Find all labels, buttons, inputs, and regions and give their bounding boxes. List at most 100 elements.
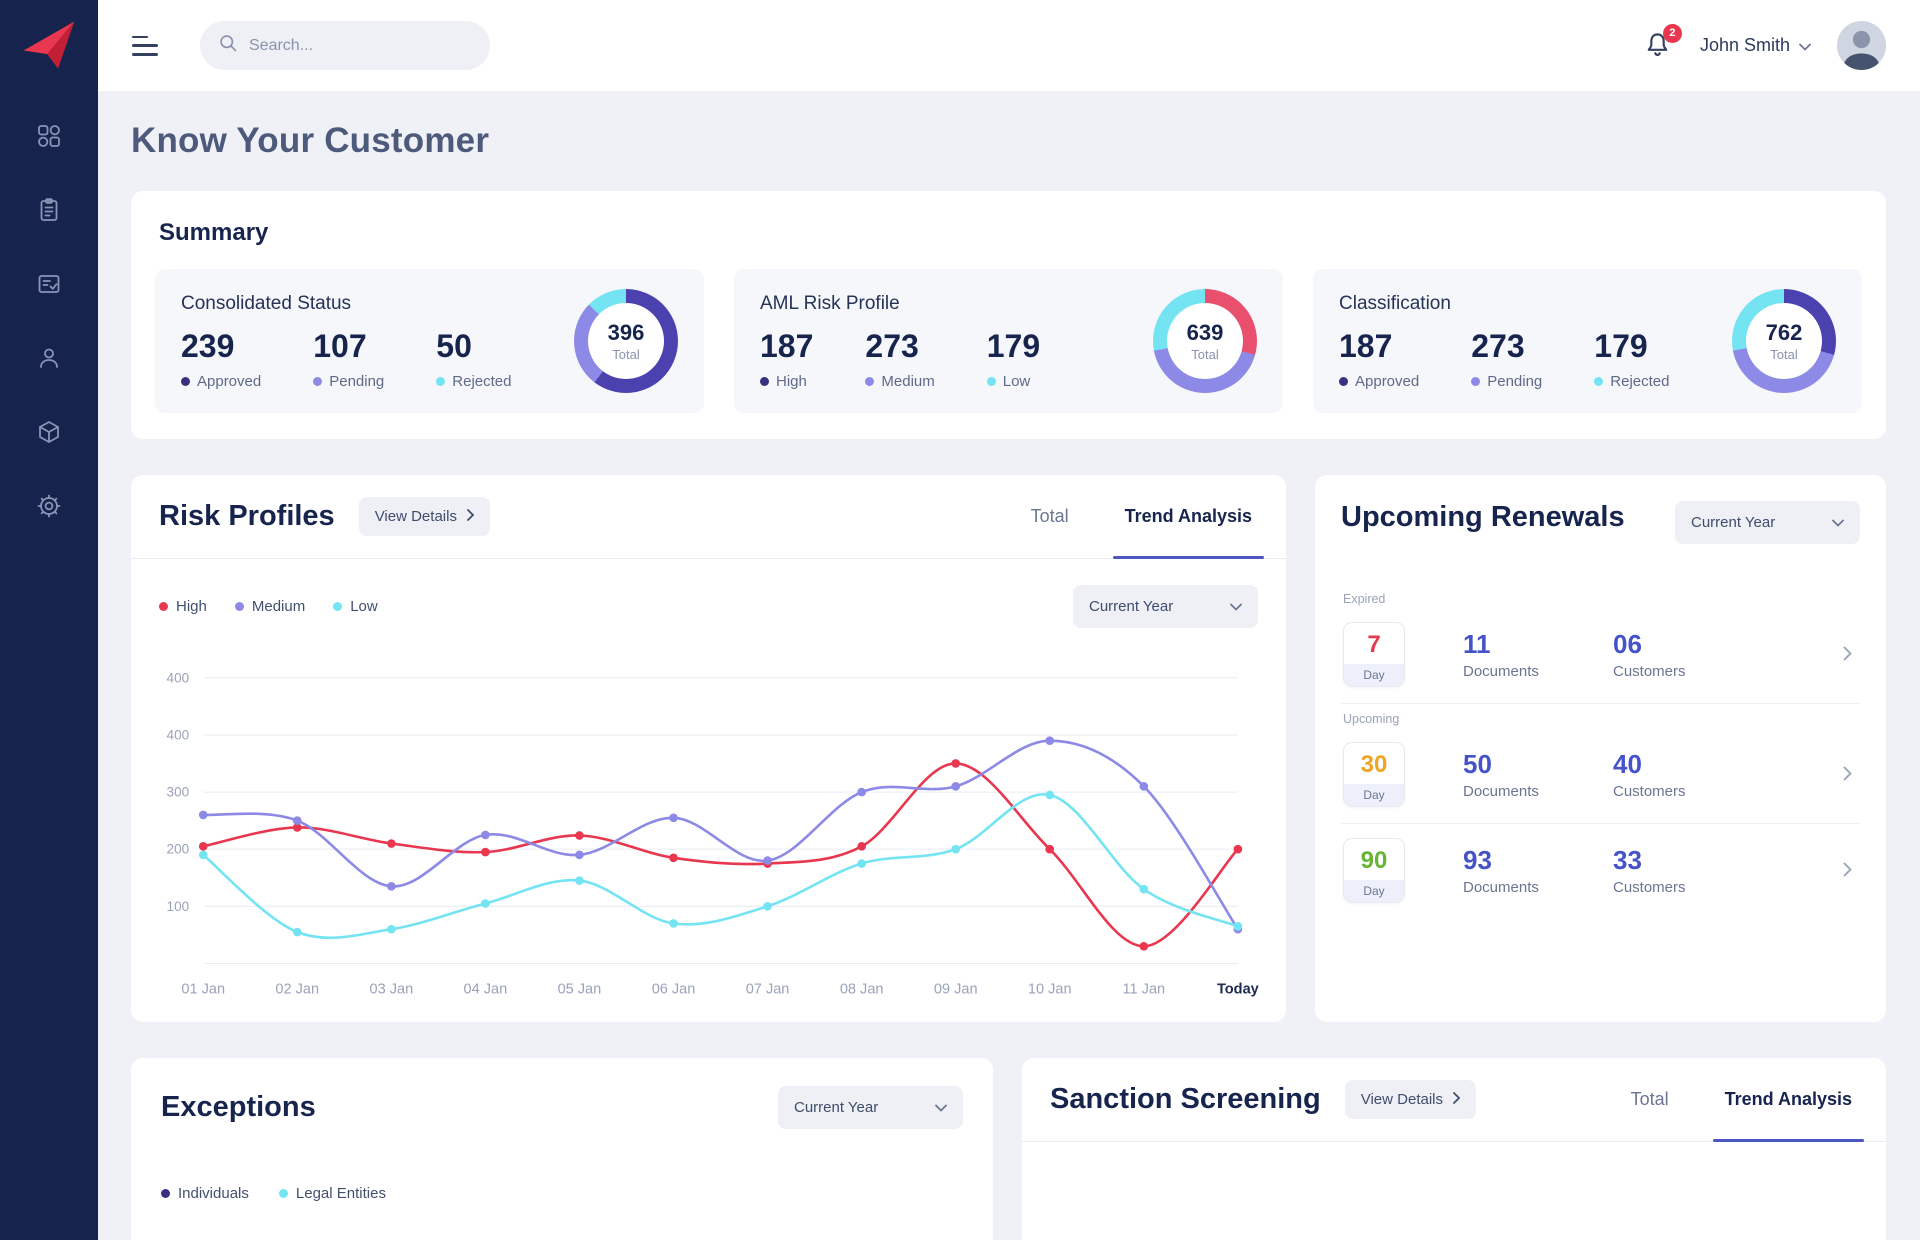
chevron-right-icon [467, 508, 475, 525]
subcard-title: Classification [1339, 292, 1451, 314]
topbar: 2 John Smith [98, 0, 1920, 91]
svg-text:02 Jan: 02 Jan [275, 982, 319, 998]
summary-row: Consolidated Status 239 Approved 107 Pen… [155, 269, 1862, 413]
chevron-down-icon [1799, 35, 1811, 56]
exceptions-legend: Individuals Legal Entities [161, 1185, 963, 1202]
customers-stat: 06 Customers [1613, 629, 1686, 680]
dashboard-icon [37, 124, 61, 153]
summary-card: Summary Consolidated Status 239 Approved… [131, 191, 1886, 439]
user-menu[interactable]: John Smith [1700, 35, 1811, 56]
app-logo[interactable] [16, 12, 82, 78]
subcard-title: Consolidated Status [181, 292, 352, 314]
svg-text:09 Jan: 09 Jan [934, 982, 978, 998]
status-dot [865, 376, 875, 386]
sidebar-item-customers[interactable] [35, 346, 63, 374]
logo-shape [23, 21, 75, 55]
svg-text:04 Jan: 04 Jan [464, 982, 508, 998]
reports-icon [37, 272, 61, 301]
status-dot [313, 376, 323, 386]
svg-text:200: 200 [167, 842, 190, 857]
status-dot [760, 376, 769, 386]
consolidated-status-card: Consolidated Status 239 Approved 107 Pen… [155, 269, 704, 413]
svg-text:03 Jan: 03 Jan [370, 982, 414, 998]
renewals-year-select[interactable]: Current Year [1675, 501, 1860, 544]
summary-heading: Summary [159, 219, 269, 246]
sanction-view-details-button[interactable]: View Details [1344, 1079, 1476, 1119]
svg-text:100: 100 [167, 899, 190, 914]
risk-profiles-card: Risk Profiles View Details Total Trend A… [131, 475, 1286, 1022]
renewal-row: 30 Day 50 Documents 40 Customers [1341, 734, 1860, 821]
stat-high: 187 High [760, 327, 814, 390]
legend-dot-low [333, 602, 343, 611]
settings-icon [37, 494, 61, 523]
sidebar-item-dashboard[interactable] [35, 124, 63, 152]
tab-trend-analysis[interactable]: Trend Analysis [1112, 475, 1265, 559]
svg-text:Today: Today [1217, 982, 1260, 998]
svg-text:10 Jan: 10 Jan [1028, 982, 1072, 998]
stat-low: 179 Low [986, 327, 1041, 390]
svg-text:07 Jan: 07 Jan [746, 982, 790, 998]
status-dot [1471, 376, 1481, 386]
sidebar-nav [35, 124, 63, 522]
legend-dot-individuals [161, 1188, 170, 1198]
notifications-button[interactable]: 2 [1642, 23, 1682, 62]
renewals-section-upcoming: Upcoming [1343, 712, 1400, 726]
documents-stat: 50 Documents [1463, 749, 1539, 800]
exceptions-title: Exceptions [161, 1090, 316, 1123]
svg-text:08 Jan: 08 Jan [840, 982, 884, 998]
stat-pending: 107 Pending [313, 327, 385, 390]
legend-individuals: Individuals [161, 1185, 249, 1202]
renewal-row-chevron[interactable] [1837, 856, 1858, 886]
svg-text:11 Jan: 11 Jan [1123, 982, 1166, 998]
renewal-row-chevron[interactable] [1837, 640, 1858, 670]
page-title: Know Your Customer [131, 121, 490, 160]
renewal-row-chevron[interactable] [1837, 760, 1858, 790]
avatar[interactable] [1837, 21, 1886, 70]
renewals-section-expired: Expired [1343, 592, 1386, 606]
sidebar-item-tasks[interactable] [35, 197, 63, 226]
aml-risk-profile-card: AML Risk Profile 187 High 273 Medium 179 [734, 269, 1283, 413]
consolidated-status-donut: 396 Total [574, 289, 678, 393]
subcard-title: AML Risk Profile [760, 292, 900, 314]
legend-medium: Medium [234, 598, 305, 615]
menu-toggle-button[interactable] [132, 35, 160, 56]
chevron-right-icon [1453, 1091, 1461, 1108]
status-dot [986, 376, 996, 386]
stat-rejected: 179 Rejected [1594, 327, 1670, 390]
exceptions-year-select[interactable]: Current Year [778, 1085, 963, 1129]
risk-year-select[interactable]: Current Year [1073, 585, 1258, 628]
classification-donut: 762 Total [1732, 289, 1836, 393]
tab-total[interactable]: Total [1625, 1058, 1675, 1141]
svg-text:05 Jan: 05 Jan [558, 982, 602, 998]
risk-trend-chart: 400 400 300 200 100 01 Jan 02 Jan 03 Jan 04 Jan 0… [167, 670, 1260, 998]
legend-low: Low [333, 598, 378, 615]
search-box [200, 21, 490, 70]
user-name: John Smith [1699, 35, 1790, 55]
status-dot [1594, 376, 1604, 386]
sidebar-item-products[interactable] [35, 420, 63, 448]
sidebar-item-settings[interactable] [35, 494, 63, 522]
search-input[interactable] [249, 36, 472, 55]
legend-legal-entities: Legal Entities [278, 1185, 386, 1202]
stat-approved: 239 Approved [181, 327, 262, 390]
divider [1341, 823, 1860, 824]
upcoming-renewals-title: Upcoming Renewals [1341, 501, 1625, 533]
day-box: 90 Day [1343, 838, 1405, 903]
upcoming-renewals-card: Upcoming Renewals Current Year Expired 7… [1315, 475, 1886, 1022]
risk-view-details-button[interactable]: View Details [358, 497, 490, 536]
svg-text:06 Jan: 06 Jan [652, 982, 696, 998]
sanction-tabs: Total Trend Analysis [1625, 1058, 1865, 1142]
status-dot [436, 376, 446, 386]
tab-trend-analysis[interactable]: Trend Analysis [1712, 1058, 1865, 1142]
sidebar-item-reports[interactable] [35, 272, 63, 300]
legend-high: High [159, 598, 207, 615]
chevron-down-icon [1230, 598, 1242, 615]
aml-risk-donut: 639 Total [1153, 289, 1257, 393]
tab-total[interactable]: Total [1025, 475, 1075, 558]
day-box: 7 Day [1343, 622, 1405, 687]
sidebar [0, 0, 98, 1240]
notification-badge: 2 [1662, 23, 1682, 43]
day-box: 30 Day [1343, 742, 1405, 807]
customers-stat: 40 Customers [1613, 749, 1686, 800]
legend-dot-legal-entities [278, 1188, 288, 1198]
